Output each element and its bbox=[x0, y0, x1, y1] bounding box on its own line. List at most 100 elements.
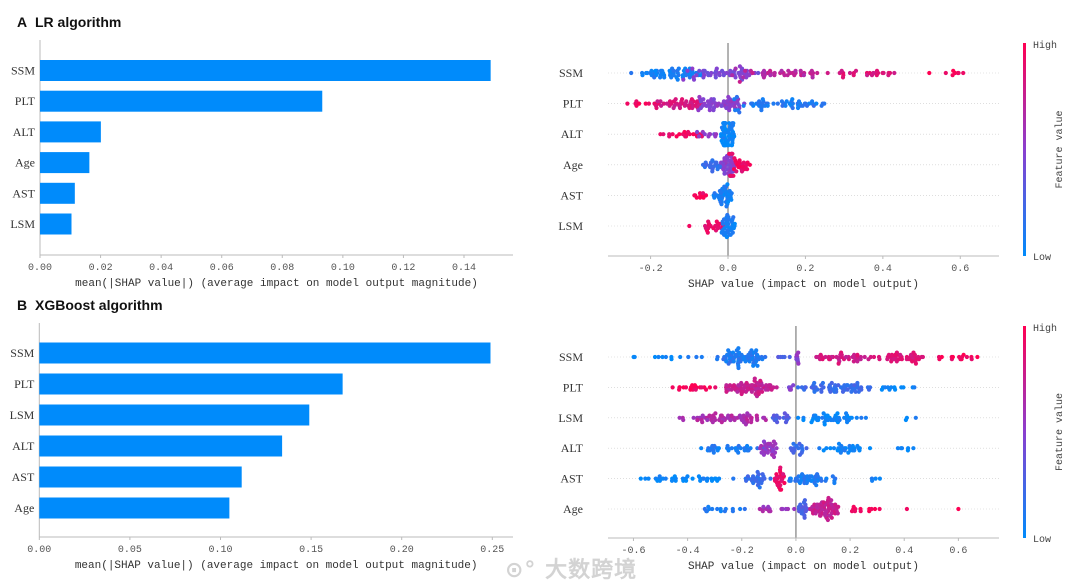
shap-point-age bbox=[872, 506, 878, 512]
shap-point-ssm bbox=[760, 357, 765, 362]
shap-point-plt bbox=[719, 103, 724, 108]
shap-point-ssm bbox=[706, 73, 711, 78]
shap-point-ast bbox=[781, 472, 786, 477]
shap-point-lsm bbox=[815, 417, 820, 423]
shap-point-lsm bbox=[863, 415, 869, 420]
shap-point-alt bbox=[707, 448, 712, 453]
x-tick-label: 0.6 bbox=[949, 546, 967, 557]
watermark-text: 大数跨境 bbox=[545, 558, 638, 583]
shap-point-plt bbox=[849, 389, 854, 394]
shap-point-plt bbox=[845, 387, 850, 392]
shap-point-ssm bbox=[818, 352, 823, 357]
shap-point-age bbox=[833, 502, 838, 507]
shap-point-ssm bbox=[714, 66, 719, 71]
shap-point-ast bbox=[701, 476, 706, 481]
shap-point-ast bbox=[724, 204, 729, 209]
shap-point-ssm bbox=[839, 68, 844, 73]
shap-point-ssm bbox=[792, 73, 797, 78]
shap-point-ssm bbox=[754, 348, 759, 353]
shap-point-ssm bbox=[733, 75, 738, 80]
shap-point-plt bbox=[724, 99, 730, 104]
shap-point-alt bbox=[828, 446, 833, 451]
x-axis-title: SHAP value (impact on model output) bbox=[688, 561, 919, 573]
x-tick-label: 0.25 bbox=[480, 545, 504, 556]
bar-age bbox=[40, 152, 90, 174]
shap-point-plt bbox=[760, 389, 765, 394]
x-tick-label: 0.0 bbox=[787, 546, 805, 557]
shap-point-ast bbox=[819, 478, 824, 483]
shap-point-ssm bbox=[671, 68, 676, 73]
shap-point-plt bbox=[879, 387, 885, 392]
shap-point-ssm bbox=[839, 352, 844, 357]
shap-point-ssm bbox=[713, 75, 718, 80]
x-tick-label: 0.6 bbox=[951, 264, 969, 275]
shap-point-lsm bbox=[774, 413, 779, 418]
shap-point-age bbox=[849, 509, 855, 514]
shap-point-plt bbox=[683, 385, 689, 390]
shap-point-lsm bbox=[722, 226, 727, 231]
shap-point-plt bbox=[715, 103, 720, 108]
shap-point-lsm bbox=[755, 417, 760, 423]
shap-point-lsm bbox=[835, 411, 840, 416]
shap-point-plt bbox=[832, 389, 837, 394]
shap-point-lsm bbox=[859, 415, 864, 420]
shap-point-ssm bbox=[836, 361, 841, 366]
shap-point-alt bbox=[789, 448, 794, 453]
shap-point-age bbox=[826, 495, 831, 501]
x-tick-label: 0.20 bbox=[390, 545, 414, 556]
shap-point-plt bbox=[664, 101, 670, 106]
shap-point-plt bbox=[654, 105, 659, 111]
shap-point-alt bbox=[774, 446, 779, 451]
shap-point-plt bbox=[764, 383, 769, 388]
x-tick-label: -0.2 bbox=[730, 546, 754, 557]
x-tick-label: 0.2 bbox=[796, 264, 814, 275]
shap-point-ssm bbox=[726, 348, 731, 353]
shap-point-alt bbox=[674, 134, 679, 139]
shap-point-plt bbox=[833, 383, 838, 388]
shap-point-ssm bbox=[743, 359, 748, 364]
x-axis-title: mean(|SHAP value|) (average impact on mo… bbox=[75, 278, 478, 290]
shap-point-ast bbox=[700, 191, 706, 196]
shap-point-plt bbox=[749, 101, 754, 106]
shap-point-ast bbox=[672, 474, 677, 479]
shap-point-lsm bbox=[913, 415, 918, 420]
x-tick-label: 0.4 bbox=[895, 546, 913, 557]
shap-point-ast bbox=[774, 472, 779, 477]
shap-point-plt bbox=[803, 385, 808, 390]
shap-point-ssm bbox=[744, 75, 749, 80]
shap-point-ssm bbox=[747, 73, 752, 78]
shap-point-ssm bbox=[855, 359, 860, 364]
shap-point-alt bbox=[726, 448, 731, 453]
shap-point-lsm bbox=[801, 417, 806, 423]
shap-point-ast bbox=[814, 483, 819, 488]
shap-point-ssm bbox=[907, 357, 912, 362]
category-label: ALT bbox=[561, 441, 584, 455]
shap-point-ssm bbox=[741, 75, 746, 80]
shap-point-ast bbox=[768, 476, 773, 481]
shap-point-ssm bbox=[855, 352, 860, 357]
shap-point-age bbox=[710, 506, 715, 512]
shap-point-plt bbox=[699, 385, 704, 390]
shap-point-plt bbox=[736, 383, 741, 388]
shap-point-ast bbox=[712, 476, 718, 481]
shap-point-lsm bbox=[828, 417, 834, 423]
shap-point-alt bbox=[726, 143, 731, 148]
shap-point-alt bbox=[831, 446, 837, 451]
shap-point-ssm bbox=[730, 73, 735, 78]
x-tick-label: 0.00 bbox=[28, 263, 52, 274]
shap-point-ssm bbox=[889, 352, 895, 357]
shap-point-plt bbox=[684, 99, 689, 104]
bar-alt bbox=[39, 435, 283, 457]
shap-point-ssm bbox=[843, 354, 849, 360]
shap-point-age bbox=[760, 509, 765, 514]
category-label: SSM bbox=[559, 66, 583, 80]
shap-point-plt bbox=[775, 101, 780, 106]
shap-point-alt bbox=[722, 143, 727, 148]
shap-point-plt bbox=[780, 103, 785, 108]
beeswarm-chart-b bbox=[608, 326, 1026, 541]
shap-point-ssm bbox=[686, 354, 691, 360]
shap-point-lsm bbox=[705, 417, 710, 423]
shap-point-lsm bbox=[695, 417, 700, 423]
shap-point-lsm bbox=[844, 411, 849, 416]
